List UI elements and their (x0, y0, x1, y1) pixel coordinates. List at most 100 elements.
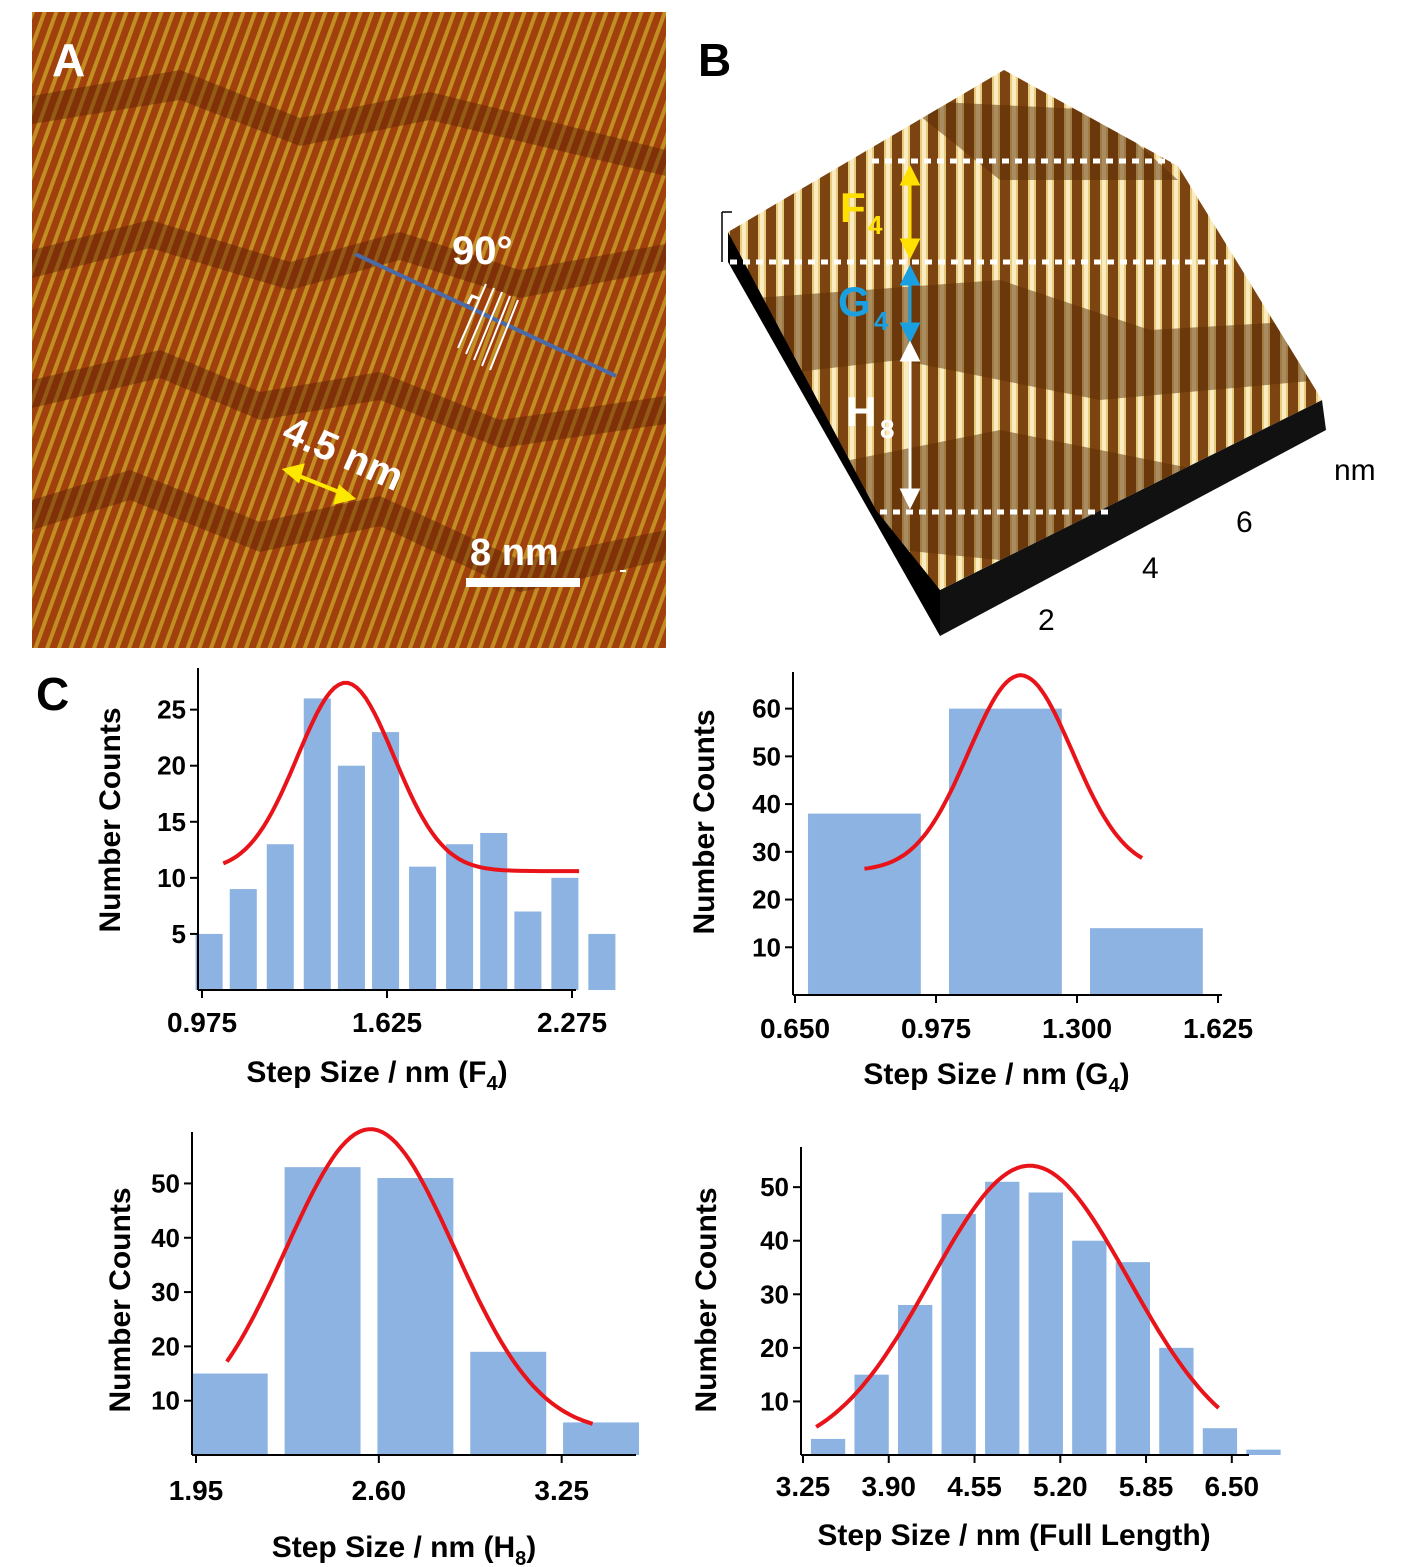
y-tick-label: 50 (760, 1172, 789, 1202)
histogram-bar (949, 708, 1062, 995)
step-guides (730, 158, 1230, 515)
gaussian-fit-curve (225, 1127, 594, 1426)
histogram-bar (409, 866, 437, 990)
x-tick-label: 1.300 (1042, 1013, 1112, 1044)
x-tick-label: 1.625 (352, 1007, 422, 1038)
x-tick-label: 2.275 (537, 1007, 607, 1038)
angle-marker (457, 283, 519, 371)
histogram-bar (551, 877, 579, 990)
y-tick-label: 30 (151, 1277, 180, 1307)
g4-subscript: 4 (874, 306, 889, 336)
g4-arrow (899, 264, 921, 344)
y-tick-label: 50 (752, 741, 781, 771)
b-axis-tick-2: 2 (1038, 604, 1055, 637)
histogram-bar (514, 911, 542, 990)
histogram-bar (1246, 1449, 1281, 1455)
y-tick-label: 25 (157, 695, 186, 725)
scale-bar-label: 8 nm (470, 532, 559, 574)
histogram-bar (266, 844, 294, 990)
histogram-bar (810, 1438, 846, 1455)
terrace-shading (32, 70, 666, 592)
gaussian-fit-curve (222, 680, 580, 874)
y-tick-label: 20 (151, 1331, 180, 1361)
y-tick-label: 50 (151, 1168, 180, 1198)
histogram-full-length: 10 20 30 40 50 3.25 3.90 4.55 5.20 5.85 6.50 Number… (690, 1147, 1281, 1552)
histogram-bar (808, 813, 921, 995)
f4-label: F (840, 184, 866, 231)
histogram-bar (1090, 928, 1203, 995)
y-axis-label: Number Counts (688, 710, 721, 935)
y-tick-label: 10 (151, 1386, 180, 1416)
x-tick-label: 1.95 (169, 1475, 224, 1506)
scale-marker (620, 570, 626, 572)
histogram-bar (1202, 1428, 1238, 1455)
x-tick-label: 3.90 (862, 1471, 917, 1502)
histogram-bar (191, 1373, 268, 1455)
x-tick-label: 0.975 (167, 1007, 237, 1038)
histogram-bar (195, 933, 223, 990)
histogram-bar (1115, 1262, 1151, 1455)
histogram-bar (446, 844, 474, 990)
histogram-g4: 10 20 30 40 50 60 0.650 0.975 1.300 1.625 Number C… (688, 672, 1253, 1097)
surface-side-right (940, 400, 1326, 636)
y-tick-label: 10 (752, 932, 781, 962)
surface-side-left (728, 232, 940, 636)
y-tick-label: 15 (157, 807, 186, 837)
histogram-bar (377, 1178, 454, 1455)
y-tick-label: 30 (760, 1279, 789, 1309)
gaussian-fit-curve (815, 1163, 1220, 1429)
histogram-bar (1159, 1347, 1194, 1455)
histogram-bar (372, 732, 400, 990)
f4-arrow (899, 164, 921, 260)
y-tick-label: 40 (760, 1226, 789, 1256)
x-tick-label: 5.85 (1119, 1471, 1174, 1502)
gaussian-fit-curve (864, 673, 1144, 871)
histogram-bar (480, 833, 508, 990)
x-tick-label: 5.20 (1033, 1471, 1088, 1502)
y-tick-label: 20 (157, 751, 186, 781)
panel-a: 90° 4.5 nm 8 nm A (32, 12, 666, 648)
b-axis-unit: nm (1334, 454, 1376, 487)
histogram-bar (1028, 1192, 1063, 1455)
y-tick-label: 20 (752, 885, 781, 915)
x-tick-label: 2.60 (352, 1475, 407, 1506)
x-tick-label: 0.650 (760, 1013, 830, 1044)
histogram-bar (563, 1422, 640, 1455)
panel-b: B F 4 G 4 (698, 34, 1376, 637)
x-tick-label: 3.25 (534, 1475, 589, 1506)
x-tick-label: 1.625 (1183, 1013, 1253, 1044)
afm-image (32, 12, 666, 648)
g4-label: G (838, 278, 871, 325)
histogram-h8: 10 20 30 40 50 1.95 2.60 3.25 Number Counts Step … (104, 1127, 640, 1567)
x-tick-label: 4.55 (947, 1471, 1002, 1502)
y-tick-label: 60 (752, 694, 781, 724)
f4-subscript: 4 (868, 210, 883, 240)
panel-b-label: B (698, 34, 731, 86)
y-tick-label: 5 (172, 919, 186, 949)
histogram-bar (588, 933, 616, 990)
x-axis-label: Step Size / nm (Full Length) (817, 1519, 1210, 1552)
x-axis-label: Step Size / nm (H8) (272, 1531, 537, 1567)
b-axis-tick-6: 6 (1236, 506, 1253, 539)
x-axis-label: Step Size / nm (G4) (863, 1058, 1129, 1097)
y-axis-label: Number Counts (690, 1188, 723, 1413)
h8-arrow (899, 340, 921, 510)
histogram-bar (1072, 1240, 1107, 1455)
x-tick-label: 6.50 (1205, 1471, 1260, 1502)
y-tick-label: 40 (151, 1223, 180, 1253)
b-axis-tick-4: 4 (1142, 552, 1159, 585)
histogram-f4: 5 10 15 20 25 0.975 1.625 2.275 Number Counts Ste… (94, 668, 616, 1095)
panel-a-label: A (52, 34, 85, 86)
h8-subscript: 8 (880, 414, 894, 444)
histogram-bar (470, 1351, 547, 1455)
y-tick-label: 30 (752, 837, 781, 867)
histogram-bar (229, 889, 257, 990)
histogram-bar (337, 765, 365, 990)
y-axis-label: Number Counts (94, 708, 127, 933)
profile-line (354, 252, 617, 378)
scale-bar (466, 578, 580, 587)
h8-label: H (846, 388, 876, 435)
y-tick-label: 20 (760, 1333, 789, 1363)
angle-label: 90° (452, 229, 513, 273)
panel-c-label: C (36, 668, 69, 720)
